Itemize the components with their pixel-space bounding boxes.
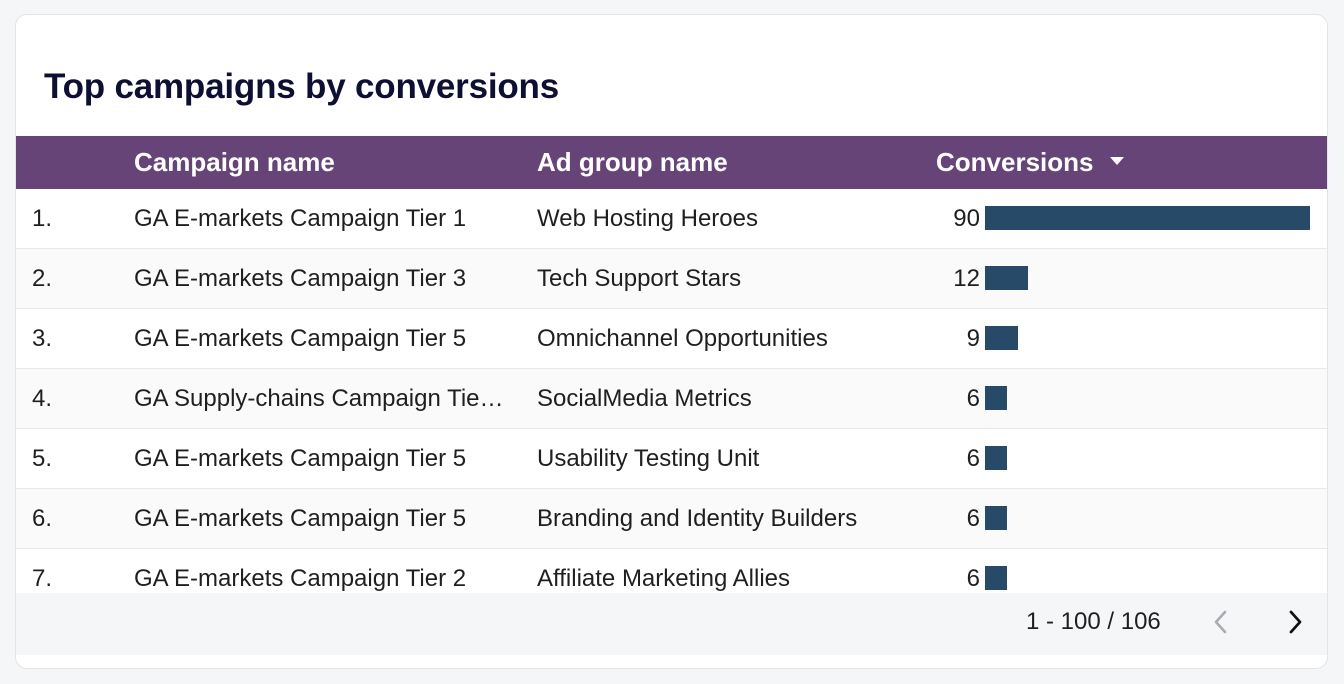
conversions-value: 6 <box>966 445 980 472</box>
row-index: 1. <box>32 205 53 232</box>
conversions-value: 9 <box>966 325 980 352</box>
campaign-name-cell: GA E-markets Campaign Tier 1 <box>134 205 467 232</box>
conversions-bar-track <box>985 446 1310 470</box>
table-row[interactable]: 5. GA E-markets Campaign Tier 5 Usability … <box>16 429 1327 489</box>
conversions-value: 6 <box>966 565 980 592</box>
ad-group-name-cell: SocialMedia Metrics <box>537 385 752 412</box>
ad-group-name-cell: Affiliate Marketing Allies <box>537 565 791 592</box>
ad-group-name-cell: Branding and Identity Builders <box>537 505 858 532</box>
ad-group-name-cell: Omnichannel Opportunities <box>537 325 828 352</box>
campaign-name-cell: GA E-markets Campaign Tier 3 <box>134 265 467 292</box>
conversions-bar <box>985 446 1007 470</box>
ad-group-name-cell: Tech Support Stars <box>537 265 742 292</box>
pagination-bar: 1 - 100 / 106 <box>16 593 1327 655</box>
table-row[interactable]: 6. GA E-markets Campaign Tier 5 Branding a… <box>16 489 1327 549</box>
conversions-bar-track <box>985 386 1310 410</box>
column-header-ad-group[interactable]: Ad group name <box>537 147 728 177</box>
conversions-bar-track <box>985 266 1310 290</box>
table-body: 1. GA E-markets Campaign Tier 1 Web Hostin… <box>16 189 1327 593</box>
ad-group-name-cell: Web Hosting Heroes <box>537 205 758 232</box>
table-row[interactable]: 7. GA E-markets Campaign Tier 2 Affiliate … <box>16 549 1327 593</box>
conversions-bar-track <box>985 506 1310 530</box>
table-row[interactable]: 3. GA E-markets Campaign Tier 5 Omnichanne… <box>16 309 1327 369</box>
conversions-bar <box>985 506 1007 530</box>
conversions-value: 90 <box>953 205 980 232</box>
conversions-bar <box>985 566 1007 590</box>
table-row[interactable]: 4. GA Supply-chains Campaign Tie… SocialMe… <box>16 369 1327 429</box>
conversions-bar <box>985 386 1007 410</box>
campaign-name-cell: GA E-markets Campaign Tier 5 <box>134 445 467 472</box>
conversions-bar-track <box>985 326 1310 350</box>
chevron-left-icon <box>1214 610 1227 634</box>
table-row[interactable]: 1. GA E-markets Campaign Tier 1 Web Hostin… <box>16 189 1327 249</box>
column-header-conversions[interactable]: Conversions <box>936 136 1124 189</box>
campaign-name-cell: GA Supply-chains Campaign Tie… <box>134 385 504 412</box>
conversions-bar <box>985 266 1028 290</box>
conversions-value: 12 <box>953 265 980 292</box>
row-index: 7. <box>32 565 53 592</box>
sort-descending-icon[interactable] <box>1109 157 1124 166</box>
conversions-bar-track <box>985 206 1310 230</box>
next-page-button[interactable] <box>1280 607 1310 637</box>
row-index: 5. <box>32 445 53 472</box>
page-title: Top campaigns by conversions <box>44 67 559 106</box>
conversions-value: 6 <box>966 505 980 532</box>
table-header: Campaign name Ad group name Conversions <box>16 136 1327 189</box>
campaign-name-cell: GA E-markets Campaign Tier 5 <box>134 325 467 352</box>
row-index: 6. <box>32 505 53 532</box>
chevron-right-icon <box>1289 610 1302 634</box>
campaign-table: Campaign name Ad group name Conversions … <box>16 136 1327 593</box>
conversions-bar <box>985 326 1018 350</box>
previous-page-button[interactable] <box>1206 607 1236 637</box>
column-header-conversions-label: Conversions <box>936 147 1094 177</box>
row-index: 4. <box>32 385 53 412</box>
row-index: 2. <box>32 265 53 292</box>
pagination-range: 1 - 100 / 106 <box>1026 608 1161 635</box>
conversions-value: 6 <box>966 385 980 412</box>
table-row[interactable]: 2. GA E-markets Campaign Tier 3 Tech Suppo… <box>16 249 1327 309</box>
row-index: 3. <box>32 325 53 352</box>
campaign-name-cell: GA E-markets Campaign Tier 2 <box>134 565 467 592</box>
campaign-name-cell: GA E-markets Campaign Tier 5 <box>134 505 467 532</box>
conversions-bar <box>985 206 1310 230</box>
conversions-bar-track <box>985 566 1310 590</box>
column-header-campaign[interactable]: Campaign name <box>134 147 335 177</box>
ad-group-name-cell: Usability Testing Unit <box>537 445 760 472</box>
table-card: Top campaigns by conversions Campaign na… <box>15 14 1328 669</box>
